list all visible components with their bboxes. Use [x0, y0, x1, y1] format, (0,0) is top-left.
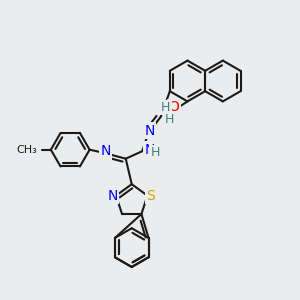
Text: N: N [107, 189, 118, 202]
Text: H: H [164, 113, 174, 126]
Text: S: S [146, 189, 155, 202]
Text: N: N [100, 144, 110, 158]
Text: N: N [145, 143, 155, 157]
Text: N: N [145, 124, 155, 138]
Text: O: O [169, 100, 179, 114]
Text: CH₃: CH₃ [16, 145, 38, 155]
Text: H: H [161, 101, 170, 114]
Text: H: H [150, 146, 160, 159]
